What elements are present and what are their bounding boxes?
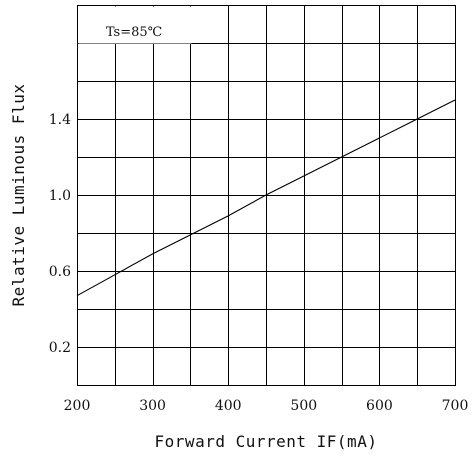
x-tick-label: 600 xyxy=(366,398,393,414)
plot-frame xyxy=(76,4,457,387)
x-tick-label: 500 xyxy=(290,398,317,414)
annotation-box xyxy=(78,6,192,44)
x-tick-label: 200 xyxy=(64,398,91,414)
x-tick-label: 400 xyxy=(215,398,242,414)
annotation-label: Ts=85℃ xyxy=(106,25,162,40)
y-tick-label: 0.6 xyxy=(49,264,71,280)
x-tick-label: 700 xyxy=(442,398,469,414)
x-axis-label: Forward Current IF(mA) xyxy=(155,432,378,451)
y-axis-label: Relative Luminous Flux xyxy=(9,84,28,307)
y-tick-label: 0.2 xyxy=(49,340,71,356)
x-tick-labels: 200 300 400 500 600 700 xyxy=(64,398,469,414)
y-tick-labels: 0.2 0.6 1.0 1.4 xyxy=(49,112,71,356)
y-tick-label: 1.0 xyxy=(49,188,71,204)
y-tick-label: 1.4 xyxy=(49,112,71,128)
x-tick-label: 300 xyxy=(139,398,166,414)
series-line xyxy=(76,99,456,297)
